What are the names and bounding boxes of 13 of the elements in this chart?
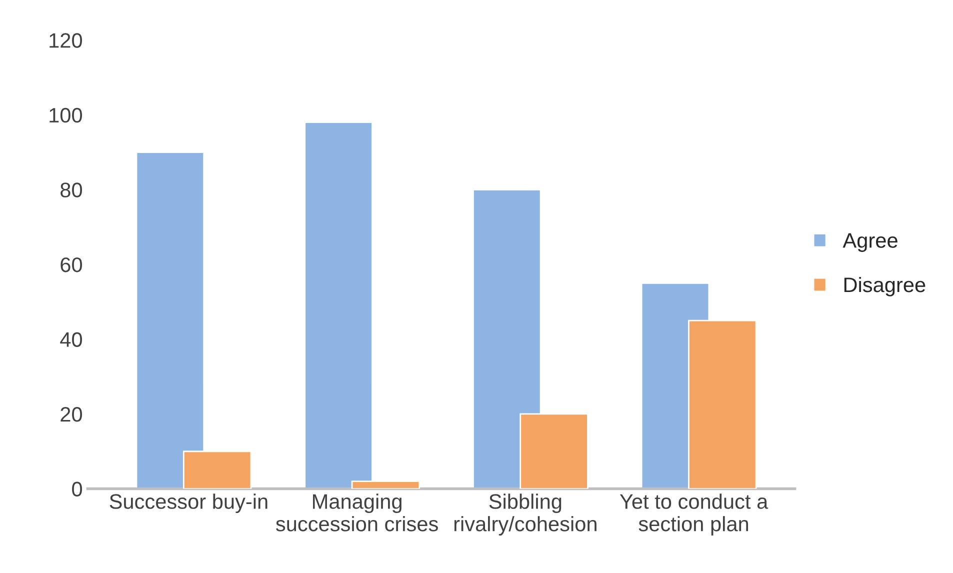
y-tick-label: 120 <box>50 33 82 48</box>
legend-label: Disagree <box>844 276 926 296</box>
y-tick-label: 60 <box>60 257 82 272</box>
y-tick-label: 20 <box>60 406 82 422</box>
x-tick-label: Managing succession crises <box>276 494 438 532</box>
y-tick-label: 0 <box>72 482 82 497</box>
y-tick-label: 80 <box>60 182 82 198</box>
x-tick-label: Yet to conduct a section plan <box>620 494 768 536</box>
y-tick-label: 100 <box>50 108 82 123</box>
x-tick-label: Sibbling rivalry/cohesion <box>454 494 596 536</box>
legend-label: Agree <box>842 233 898 252</box>
y-tick-label: 40 <box>60 332 82 347</box>
x-tick-label: Successor buy-in <box>110 494 268 514</box>
